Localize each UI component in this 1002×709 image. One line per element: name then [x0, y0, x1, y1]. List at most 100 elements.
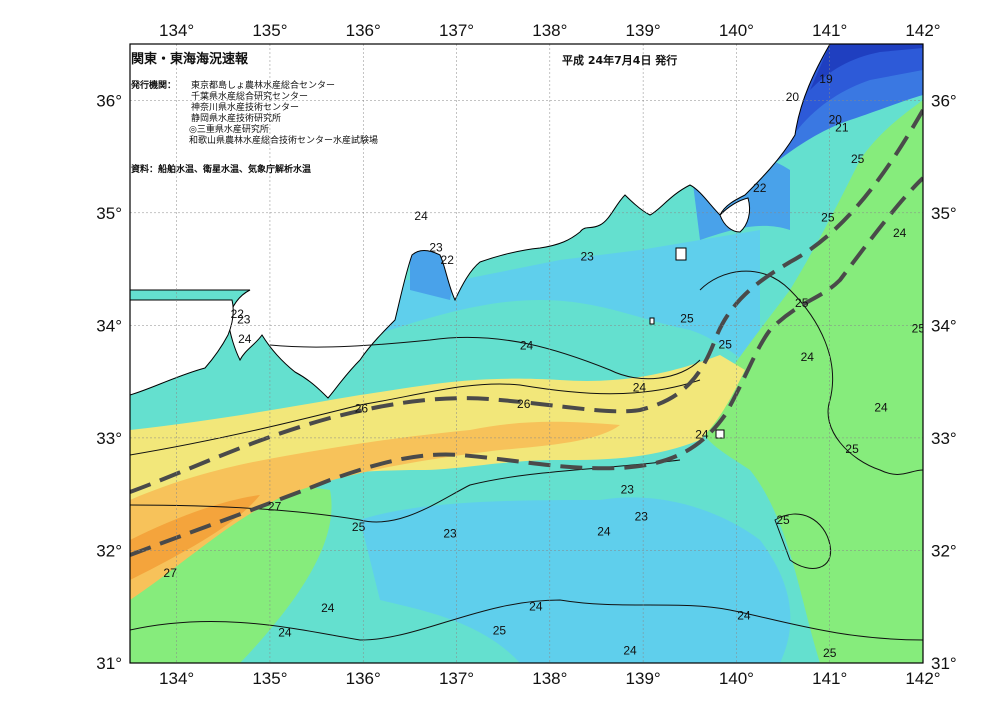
sea-23-patch-south — [360, 497, 791, 663]
lat-tick-label: 31° — [931, 654, 957, 673]
kuroshio-axis — [130, 109, 923, 557]
map-title: 関東・東海海況速報 — [131, 52, 249, 67]
publisher-label: 発行機関： — [131, 81, 177, 91]
publisher-org-lead: ◎三重県水産研究所 — [189, 125, 269, 135]
isotherm-label: 24 — [633, 380, 647, 394]
lon-tick-label: 137° — [439, 669, 474, 688]
isotherm-label: 23 — [635, 510, 649, 524]
lat-tick-label: 35° — [96, 204, 122, 223]
isotherm-label: 21 — [835, 120, 849, 134]
isotherm-label: 27 — [163, 566, 177, 580]
isotherm-label: 25 — [493, 623, 507, 637]
isotherm-label: 25 — [821, 210, 835, 224]
isotherm-label: 24 — [737, 609, 751, 623]
isotherm-label: 24 — [695, 428, 709, 442]
lon-tick-label: 142° — [905, 21, 940, 40]
latitude-labels-left: 36° 35° 34° 33° 32° 31° — [96, 91, 122, 673]
lon-tick-label: 138° — [532, 21, 567, 40]
sea-19-north — [810, 44, 923, 90]
land-boso — [719, 197, 751, 233]
isotherm-label: 24 — [520, 339, 534, 353]
isotherm-label: 24 — [321, 601, 335, 615]
lon-tick-label: 140° — [719, 669, 754, 688]
lon-tick-label: 142° — [905, 669, 940, 688]
isotherm-label: 24 — [414, 209, 428, 223]
lon-tick-label: 135° — [252, 21, 287, 40]
sea-23-band — [260, 230, 760, 370]
land-honshu — [130, 44, 831, 399]
land-shikoku — [130, 299, 234, 396]
isotherm-label: 25 — [912, 322, 926, 336]
sea-25-east — [700, 100, 923, 663]
issue-date: 平成 24年7月4日 発行 — [562, 54, 678, 67]
isotherm-label: 24 — [874, 401, 888, 415]
isotherm-label: 24 — [623, 644, 637, 658]
lon-tick-label: 135° — [252, 669, 287, 688]
isotherm-label: 23 — [237, 313, 251, 327]
isotherm-label: 25 — [795, 296, 809, 310]
sea-28-core — [130, 495, 260, 580]
lon-tick-label: 137° — [439, 21, 474, 40]
isotherm-25-east — [699, 270, 923, 475]
isotherm-label: 20 — [829, 112, 843, 126]
lon-tick-label: 139° — [626, 21, 661, 40]
lat-tick-label: 35° — [931, 204, 957, 223]
isotherm-label: 23 — [621, 483, 635, 497]
sea-27-core — [130, 421, 620, 600]
isotherm-24-south — [130, 599, 923, 641]
data-source-note: 資料：船舶水温、衛星水温、気象庁解析水温 — [131, 165, 312, 175]
lon-tick-label: 141° — [812, 669, 847, 688]
isotherm-label: 24 — [278, 626, 292, 640]
plot-border — [129, 43, 924, 664]
isotherm-label: 26 — [355, 402, 369, 416]
lat-tick-label: 36° — [96, 91, 122, 110]
isotherms — [130, 270, 923, 641]
isotherm-label: 24 — [597, 524, 611, 538]
latitude-labels-right: 36° 35° 34° 33° 32° 31° — [931, 91, 957, 673]
publisher-block: 発行機関： 東京都島しょ農林水産総合センター 千葉県水産総合研究センター 神奈川… — [131, 81, 378, 147]
isotherm-label: 25 — [719, 337, 733, 351]
longitude-labels-bottom: 134° 135° 136° 137° 138° 139° 140° 141° 142° — [159, 669, 941, 688]
lon-tick-label: 136° — [346, 669, 381, 688]
publisher-org: 東京都島しょ農林水産総合センター — [191, 81, 336, 91]
isotherm-label: 20 — [786, 90, 800, 104]
isotherm-label: 22 — [231, 307, 245, 321]
isotherm-label: 23 — [429, 241, 443, 255]
publisher-org: 静岡県水産技術研究所 — [191, 114, 282, 124]
lat-tick-label: 36° — [931, 91, 957, 110]
lon-tick-label: 136° — [346, 21, 381, 40]
lon-tick-label: 134° — [159, 669, 194, 688]
lon-tick-label: 140° — [719, 21, 754, 40]
kuroshio-north-edge — [130, 109, 923, 494]
isotherm-label: 26 — [517, 397, 531, 411]
isotherm-25-se — [774, 513, 832, 569]
isotherm-label: 25 — [845, 442, 859, 456]
publisher-org: 神奈川県水産技術センター — [191, 103, 300, 113]
publisher-org: 千葉県水産総合研究センター — [191, 92, 309, 102]
lon-tick-label: 138° — [532, 669, 567, 688]
isotherm-label: 25 — [851, 152, 865, 166]
lat-tick-label: 32° — [96, 541, 122, 560]
kuroshio-south-edge — [130, 176, 923, 557]
isotherm-label: 19 — [819, 72, 833, 86]
isotherm-26 — [130, 379, 701, 456]
longitude-labels-top: 134° 135° 136° 137° 138° 139° 140° 141° 142° — [159, 21, 941, 40]
lat-tick-label: 34° — [96, 316, 122, 335]
isotherm-label: 27 — [268, 500, 282, 514]
isotherm-25-south — [130, 459, 681, 523]
isotherm-label: 24 — [893, 226, 907, 240]
isotherm-label: 23 — [443, 527, 457, 541]
isotherm-label: 22 — [441, 253, 455, 267]
lon-tick-label: 134° — [159, 21, 194, 40]
lon-tick-label: 139° — [626, 669, 661, 688]
lon-tick-label: 141° — [812, 21, 847, 40]
lat-tick-label: 33° — [931, 429, 957, 448]
lat-tick-label: 31° — [96, 654, 122, 673]
publisher-list: 東京都島しょ農林水産総合センター 千葉県水産総合研究センター 神奈川県水産技術セ… — [191, 81, 335, 125]
isotherm-label: 23 — [580, 250, 594, 264]
publisher-org: 和歌山県農林水産総合技術センター水産試験場 — [189, 136, 379, 146]
isotherm-label: 24 — [529, 600, 543, 614]
